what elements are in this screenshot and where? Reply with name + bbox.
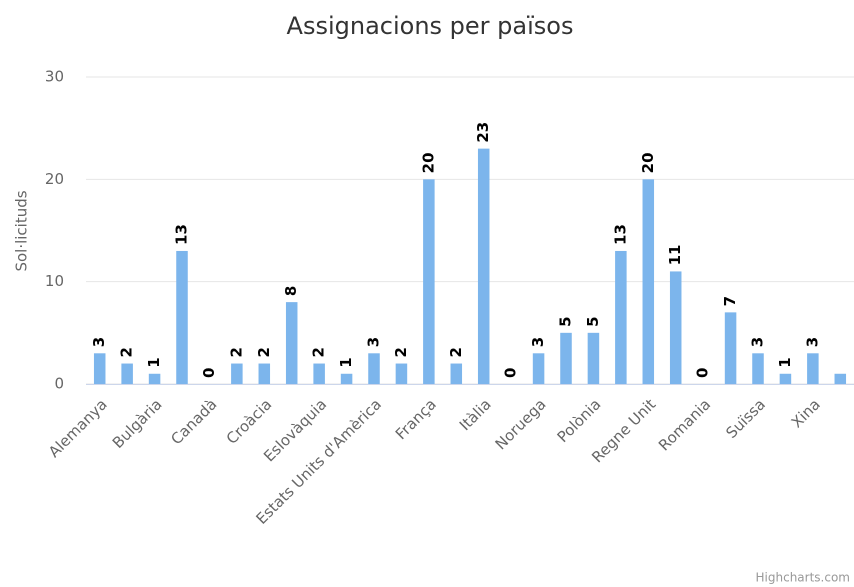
data-label: 2 [310,347,328,357]
x-tick-label: França [392,395,440,443]
bar [148,373,161,384]
x-tick-label: Romania [655,395,714,454]
data-label: 13 [173,224,191,245]
bar [779,373,792,384]
x-tick-label: Xina [788,395,824,431]
bar [807,353,819,384]
x-tick-label: Croàcia [223,395,276,448]
y-axis-title: Sol·licituds [13,190,31,271]
bar [669,271,682,384]
y-tick-label: 20 [45,170,64,188]
bar [560,332,572,384]
x-tick-label: Suïssa [722,395,769,442]
data-label: 3 [90,337,108,347]
y-tick-label: 0 [54,375,64,393]
data-label: 0 [502,368,520,378]
chart-title: Assignacions per països [287,12,574,40]
data-label: 5 [584,316,602,326]
x-tick-label: Itàlia [456,395,495,434]
bar [752,353,764,384]
data-label: 8 [282,286,300,296]
bar [834,373,847,384]
data-label: 1 [776,357,794,367]
x-tick-label: Bulgària [109,395,166,452]
x-tick-label: Polònia [554,395,605,446]
bar [121,363,133,384]
data-label: 0 [200,368,218,378]
data-label: 2 [447,347,465,357]
bar [176,250,188,384]
data-label: 20 [639,152,657,173]
bar [258,363,271,384]
bar [340,373,353,384]
data-label: 0 [694,368,712,378]
bar [368,353,380,384]
data-label: 3 [803,337,821,347]
x-tick-label: Alemanya [45,395,111,461]
bar [450,363,463,384]
x-tick-label: Noruega [492,395,550,453]
bar [231,363,243,384]
bar [93,353,106,384]
data-label: 11 [666,245,684,266]
bar [423,179,435,384]
bar [477,148,490,384]
bar [285,302,298,384]
y-tick-label: 10 [45,272,64,290]
bar [532,353,545,384]
data-label: 2 [118,347,136,357]
credits: Highcharts.com [756,571,850,585]
data-label: 2 [392,347,410,357]
bar [724,312,737,384]
data-label: 1 [337,357,355,367]
data-label: 23 [474,122,492,143]
data-label: 3 [749,337,767,347]
data-label: 3 [529,337,547,347]
data-label: 13 [611,224,629,245]
bar [313,363,325,384]
x-tick-label: Canadà [167,395,220,448]
bar [395,363,408,384]
data-label: 20 [419,152,437,173]
y-tick-label: 30 [45,68,64,86]
bar [587,332,600,384]
data-label: 3 [365,337,383,347]
data-label: 7 [721,296,739,306]
data-label: 2 [227,347,245,357]
data-label: 5 [557,316,575,326]
bar [615,250,627,384]
data-label: 1 [145,357,163,367]
bar [642,179,655,384]
data-label: 2 [255,347,273,357]
